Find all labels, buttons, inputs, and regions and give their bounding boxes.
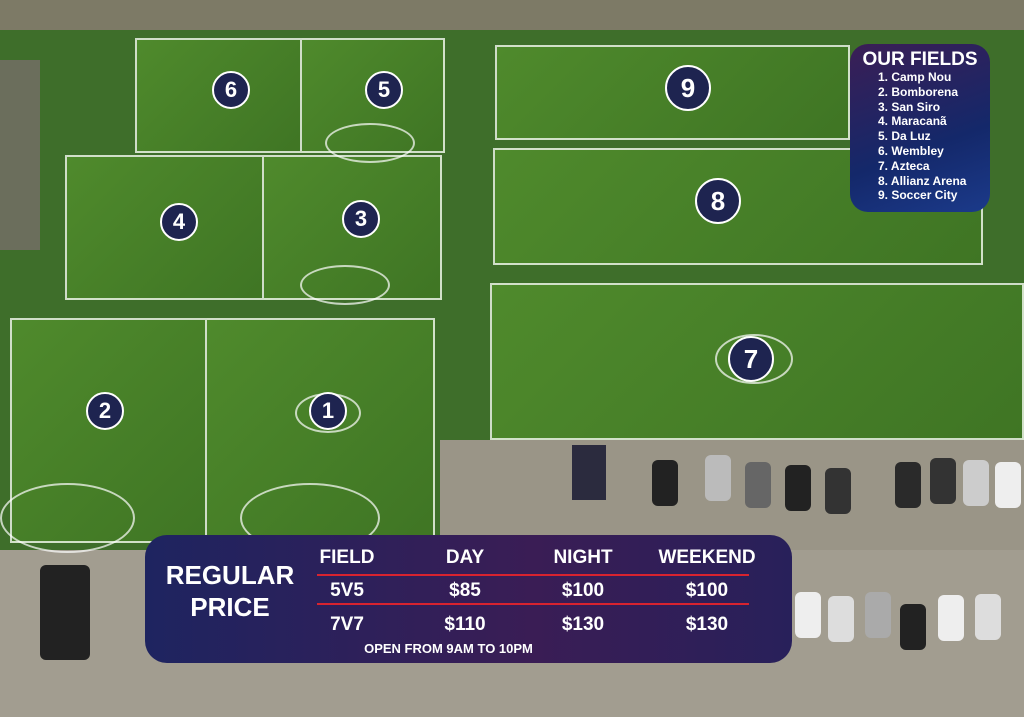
row-7v7-weekend: $130 (685, 614, 729, 635)
header-weekend: WEEKEND (658, 547, 756, 568)
field-marker-7: 7 (728, 336, 774, 382)
legend-item: 4. Maracanã (878, 114, 947, 129)
field-marker-9: 9 (665, 65, 711, 111)
field-marker-3: 3 (342, 200, 380, 238)
row-7v7-night: $130 (561, 614, 605, 635)
header-field: FIELD (319, 547, 375, 568)
pricing-title: REGULAR PRICE (155, 559, 305, 623)
legend-item: 6. Wembley (878, 143, 944, 158)
legend-title: OUR FIELDS (862, 49, 978, 70)
field-marker-4: 4 (160, 203, 198, 241)
header-day: DAY (445, 547, 485, 568)
field-marker-1: 1 (309, 392, 347, 430)
row-5v5-night: $100 (561, 580, 605, 601)
legend-item: 7. Azteca (878, 158, 930, 173)
header-night: NIGHT (553, 547, 613, 568)
legend-item: 1. Camp Nou (878, 70, 952, 84)
row-5v5-day: $85 (449, 580, 481, 601)
field-marker-6: 6 (212, 71, 250, 109)
pricing-panel: REGULAR PRICE FIELD DAY NIGHT WEEKEND 5V… (145, 535, 792, 663)
pricing-title-line2: PRICE (190, 592, 270, 622)
legend-item: 5. Da Luz (878, 129, 931, 144)
divider (317, 574, 749, 576)
legend-item: 2. Bomborena (878, 84, 959, 99)
row-5v5-weekend: $100 (685, 580, 729, 601)
opening-hours: OPEN FROM 9AM TO 10PM (364, 641, 533, 656)
row-5v5-field: 5V5 (330, 580, 364, 601)
field-marker-8: 8 (695, 178, 741, 224)
row-7v7-field: 7V7 (330, 614, 364, 635)
legend-item: 3. San Siro (878, 99, 941, 114)
pricing-title-line1: REGULAR (165, 560, 295, 590)
legend-item: 9. Soccer City (878, 188, 958, 203)
divider (317, 603, 749, 605)
field-marker-5: 5 (365, 71, 403, 109)
row-7v7-day: $110 (444, 614, 486, 635)
fields-legend: OUR FIELDS 1. Camp Nou 2. Bomborena 3. S… (850, 44, 990, 212)
legend-item: 8. Allianz Arena (878, 173, 967, 188)
field-marker-2: 2 (86, 392, 124, 430)
